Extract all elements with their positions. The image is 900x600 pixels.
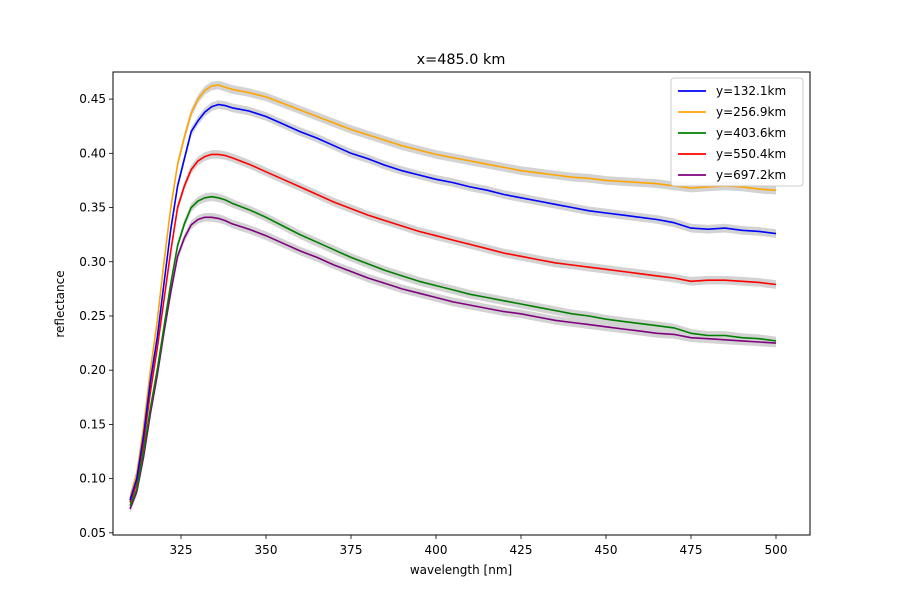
x-tick-label: 325: [170, 543, 193, 557]
y-axis-label: reflectance: [53, 270, 67, 337]
x-tick-label: 350: [255, 543, 278, 557]
y-tick-label: 0.15: [79, 417, 106, 431]
uncertainty-bands: [130, 80, 776, 514]
y-tick-label: 0.05: [79, 526, 106, 540]
x-tick-label: 375: [340, 543, 363, 557]
legend-label: y=256.9km: [716, 105, 786, 119]
legend-box: [670, 77, 804, 187]
x-axis-label: wavelength [nm]: [410, 563, 512, 577]
legend-label: y=697.2km: [716, 168, 786, 182]
series-band: [130, 100, 776, 505]
x-tick-label: 475: [680, 543, 703, 557]
series-line: [129, 216, 777, 510]
series-line: [129, 84, 777, 499]
series-line: [129, 153, 777, 503]
y-tick-label: 0.20: [79, 363, 106, 377]
x-axis-ticks: 325 350 375 400 425 450 475 500: [170, 535, 788, 557]
chart-title: x=485.0 km: [417, 52, 506, 68]
plot-area-frame: [112, 71, 811, 536]
y-tick-label: 0.40: [79, 146, 106, 160]
legend-label: y=403.6km: [716, 126, 786, 140]
legend-label: y=550.4km: [716, 147, 786, 161]
x-tick-label: 425: [510, 543, 533, 557]
series-line: [129, 195, 777, 507]
series-line: [129, 103, 777, 501]
x-tick-label: 450: [595, 543, 618, 557]
y-tick-label: 0.30: [79, 255, 106, 269]
legend-label: y=132.1km: [716, 84, 786, 98]
series-lines: [129, 84, 777, 510]
y-tick-label: 0.10: [79, 472, 106, 486]
y-tick-label: 0.45: [79, 92, 106, 106]
x-tick-label: 500: [765, 543, 788, 557]
legend: y=132.1km y=256.9km y=403.6km y=550.4km y=69…: [670, 77, 804, 187]
y-axis-ticks: 0.05 0.10 0.15 0.20 0.25 0.30 0.35 0.40 0.45: [79, 92, 113, 540]
y-tick-label: 0.35: [79, 201, 106, 215]
x-tick-label: 400: [425, 543, 448, 557]
y-tick-label: 0.25: [79, 309, 106, 323]
